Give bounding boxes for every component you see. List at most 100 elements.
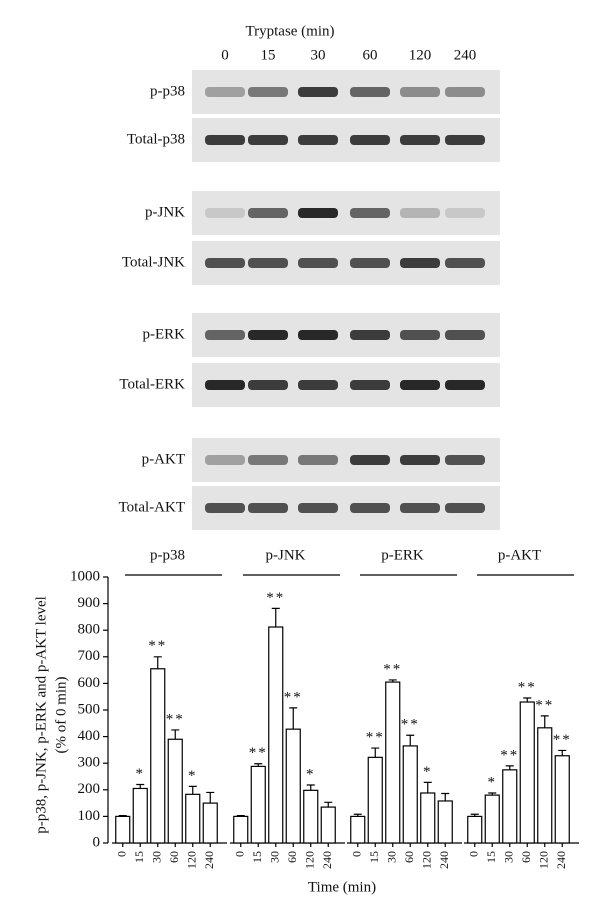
error-bar — [470, 813, 479, 817]
error-bar — [441, 792, 450, 801]
y-tick-label: 800 — [78, 622, 101, 638]
error-bar — [206, 791, 215, 804]
significance: * — [136, 766, 146, 782]
significance: ** — [266, 590, 285, 606]
blot-band — [400, 208, 440, 218]
significance: * — [306, 766, 316, 782]
blot-band — [248, 135, 288, 145]
significance: ** — [366, 729, 385, 745]
x-tick-label: 15 — [484, 851, 498, 863]
lane-label: 0 — [221, 47, 229, 63]
x-tick-label: 0 — [467, 851, 481, 857]
error-bar — [136, 783, 145, 789]
error-bar — [353, 813, 362, 817]
significance: ** — [535, 697, 554, 713]
significance: * — [423, 764, 433, 780]
x-tick-label: 240 — [437, 851, 451, 869]
blot-band — [205, 503, 245, 513]
y-tick-label: 400 — [78, 728, 101, 744]
blot-band — [400, 455, 440, 465]
error-bar — [558, 749, 567, 756]
significance: * — [188, 768, 198, 784]
blot-band — [445, 455, 485, 465]
blot-band — [298, 330, 338, 340]
significance: * — [488, 774, 498, 790]
x-tick-label: 120 — [420, 851, 434, 869]
error-bar — [289, 707, 298, 730]
blot-band — [350, 380, 390, 390]
bar — [115, 815, 131, 844]
x-tick-label: 15 — [250, 851, 264, 863]
blot-band — [400, 135, 440, 145]
y-tick-label: 200 — [78, 781, 101, 797]
bar — [537, 727, 553, 844]
bar — [367, 756, 383, 844]
error-bar — [306, 784, 315, 791]
significance: ** — [383, 661, 402, 677]
bar — [303, 789, 319, 844]
x-tick-label: 0 — [233, 851, 247, 857]
blot-band — [205, 208, 245, 218]
blot-band — [445, 87, 485, 97]
significance: ** — [148, 638, 167, 654]
x-tick-label: 0 — [115, 851, 129, 857]
blot-band — [350, 135, 390, 145]
bar — [285, 728, 301, 844]
blot-band — [205, 330, 245, 340]
x-tick-label: 120 — [185, 851, 199, 869]
error-bar — [388, 679, 397, 683]
x-tick-label: 120 — [537, 851, 551, 869]
error-bar — [505, 765, 514, 770]
blot-band — [400, 87, 440, 97]
y-axis-label: p-p38, p-JNK, p-ERK and p-AKT level — [33, 596, 49, 834]
x-tick-label: 240 — [554, 851, 568, 869]
bar — [167, 738, 183, 844]
error-bar — [118, 815, 127, 817]
bar — [233, 815, 249, 844]
significance: ** — [553, 732, 572, 748]
lane-label: 240 — [454, 47, 477, 63]
blot-title: Tryptase (min) — [245, 23, 334, 39]
x-tick-label: 60 — [285, 851, 299, 863]
blot-band — [350, 455, 390, 465]
x-tick-label: 30 — [502, 851, 516, 863]
bar — [402, 745, 418, 844]
blot-band — [298, 503, 338, 513]
bar — [350, 815, 366, 844]
blot-band — [205, 258, 245, 268]
bar — [185, 793, 201, 844]
blot-band — [248, 258, 288, 268]
blot-label: p-ERK — [143, 326, 186, 342]
lane-label: 15 — [261, 47, 276, 63]
error-bar — [423, 781, 432, 793]
significance: ** — [284, 689, 303, 705]
blot-band — [400, 330, 440, 340]
blot-band — [350, 258, 390, 268]
y-tick-label: 700 — [78, 648, 101, 664]
significance: ** — [249, 745, 268, 761]
x-tick-label: 240 — [320, 851, 334, 869]
x-tick-label: 30 — [268, 851, 282, 863]
error-bar — [540, 715, 549, 728]
blot-label: Total-p38 — [127, 131, 185, 147]
error-bar — [171, 729, 180, 740]
x-tick-label: 240 — [202, 851, 216, 869]
y-tick-label: 900 — [78, 595, 101, 611]
error-bar — [523, 697, 532, 703]
blot-band — [298, 208, 338, 218]
error-bar — [153, 656, 162, 669]
blot-band — [298, 455, 338, 465]
blot-band — [400, 258, 440, 268]
blot-band — [350, 208, 390, 218]
y-tick-label: 1000 — [70, 568, 100, 584]
y-tick-label: 100 — [78, 808, 101, 824]
x-tick-label: 60 — [519, 851, 533, 863]
blot-label: Total-ERK — [119, 376, 185, 392]
blot-band — [445, 330, 485, 340]
x-tick-label: 60 — [167, 851, 181, 863]
x-tick-label: 15 — [132, 851, 146, 863]
blot-band — [298, 258, 338, 268]
blot-band — [205, 87, 245, 97]
y-tick-label: 0 — [93, 834, 101, 850]
blot-band — [248, 380, 288, 390]
